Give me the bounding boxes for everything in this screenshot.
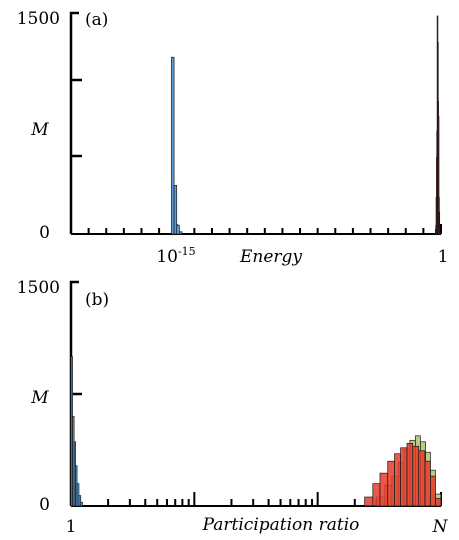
panel-b-series-2-bar-2 (379, 472, 389, 507)
panel-b-bars (70, 356, 442, 507)
panel-a-series-2-bar-5 (438, 227, 441, 235)
panel-b-x-axis-label: Participation ratio (202, 515, 360, 535)
panel-a-bars (171, 15, 441, 235)
panel-a: 1500 0 M (a) 10-15 1 Energy (17, 9, 449, 267)
panel-a-x-tick-label-max: 1 (438, 247, 449, 267)
panel-b-x-tick-label-min: 1 (66, 517, 77, 537)
panel-a-x-tick-base: 10 (156, 247, 178, 267)
panel-a-series-0-bar-3 (179, 231, 183, 235)
panel-b-series-2-bar-4 (394, 453, 401, 507)
panel-b-series-2-bar-9 (424, 460, 431, 507)
panel-b-series-2-bar-7 (412, 445, 420, 507)
panel-b-series-2-bar-8 (418, 450, 426, 507)
panel-a-y-ticks (71, 78, 82, 158)
panel-b-y-tick-label-zero: 0 (39, 495, 50, 515)
panel-a-x-ticks (87, 224, 442, 234)
panel-a-x-axis-label: Energy (239, 247, 302, 267)
panel-b-series-0-bar-5 (78, 495, 82, 507)
panel-b-series-2-bar-0 (364, 496, 374, 507)
panel-a-x-tick-label-min: 10-15 (156, 245, 195, 267)
panel-a-y-tick-label-max: 1500 (17, 9, 60, 29)
panel-b-series-0-bar-6 (80, 501, 83, 507)
panel-b-series-2-bar-5 (400, 447, 408, 507)
panel-b-label: (b) (85, 290, 109, 310)
panel-b-series-2-bar-10 (430, 475, 436, 507)
panel-a-series-0-bar-2 (176, 224, 180, 235)
panel-a-series-0-bar-1 (173, 185, 178, 235)
panel-b-series-2-bar-6 (406, 442, 414, 507)
panel-b: 1500 0 M (b) 1 N Participation ratio (17, 278, 449, 537)
panel-b-x-tick-label-max: N (432, 517, 449, 537)
panel-a-y-tick-label-zero: 0 (39, 223, 50, 243)
panel-b-series-2-bar-11 (435, 498, 442, 507)
panel-b-series-2-bar-3 (387, 460, 395, 507)
panel-a-y-axis-label: M (30, 120, 49, 140)
panel-b-series-2-bar-1 (372, 483, 381, 507)
panel-b-y-tick-label-max: 1500 (17, 278, 60, 298)
panel-a-x-tick-exponent: -15 (178, 245, 196, 258)
panel-b-y-axis-label: M (30, 388, 49, 408)
panel-a-series-0-bar-0 (171, 56, 175, 235)
panel-a-label: (a) (85, 10, 108, 30)
panel-b-series-0-bar-4 (76, 483, 80, 507)
